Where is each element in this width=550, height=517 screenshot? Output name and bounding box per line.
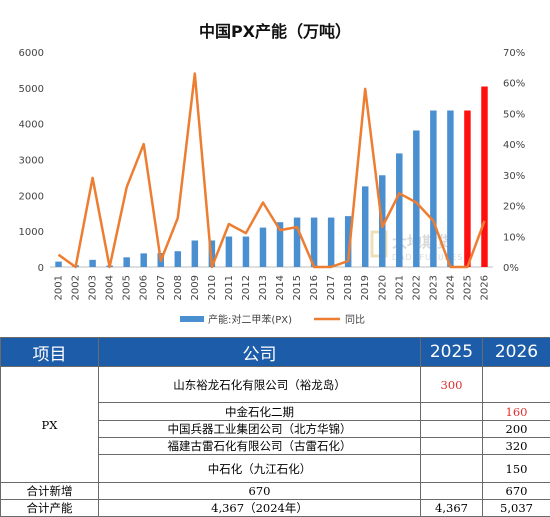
bar	[243, 237, 249, 267]
px-label: PX	[1, 367, 99, 483]
chart-title: 中国PX产能（万吨）	[0, 18, 550, 42]
y-tick-left: 0	[38, 263, 44, 274]
bar	[362, 186, 368, 267]
new-total-2026: 670	[483, 483, 550, 500]
header-company: 公司	[99, 338, 421, 367]
header-2026: 2026	[483, 338, 550, 367]
y-tick-left: 2000	[19, 191, 44, 202]
y-tick-right: 10%	[503, 232, 525, 243]
bar	[192, 240, 198, 267]
y-tick-right: 60%	[503, 79, 525, 90]
y-tick-right: 70%	[503, 48, 525, 59]
y-tick-left: 6000	[19, 48, 44, 59]
x-tick: 2017	[326, 275, 337, 300]
x-tick: 2025	[462, 275, 473, 300]
company-cell: 山东裕龙石化有限公司（裕龙岛）	[99, 367, 421, 403]
x-tick: 2004	[105, 275, 116, 300]
total-capacity-row: 合计产能 4,367（2024年） 4,367 5,037	[1, 500, 550, 517]
bar	[123, 257, 129, 267]
x-tick: 2007	[156, 275, 167, 300]
total-capacity-2025: 4,367	[421, 500, 483, 517]
value-2025-cell	[421, 455, 483, 483]
value-2026-cell	[483, 367, 550, 403]
capacity-table: 项目 公司 2025 2026 PX 山东裕龙石化有限公司（裕龙岛） 300 中…	[0, 337, 550, 517]
x-tick: 2005	[122, 275, 133, 300]
x-tick: 2013	[258, 275, 269, 300]
new-total-label: 合计新增	[1, 483, 99, 500]
chart-svg: 0 1000 2000 3000 4000 5000 6000 0% 10% 20% 30% 40% 5…	[0, 0, 550, 332]
x-tick: 2015	[292, 275, 303, 300]
legend-swatch-bar	[180, 316, 204, 322]
x-tick: 2019	[360, 275, 371, 300]
y-tick-left: 5000	[19, 84, 44, 95]
y-tick-right: 40%	[503, 140, 525, 151]
x-tick: 2010	[207, 275, 218, 300]
value-2026-cell: 320	[483, 438, 550, 455]
new-total-2025	[421, 483, 483, 500]
y-tick-right: 30%	[503, 171, 525, 182]
bar	[464, 111, 470, 267]
total-capacity-2026: 5,037	[483, 500, 550, 517]
x-tick: 2023	[428, 275, 439, 300]
x-tick: 2006	[139, 275, 150, 300]
value-2025-cell: 300	[421, 367, 483, 403]
x-tick: 2002	[71, 275, 82, 300]
y-tick-right: 0%	[503, 263, 519, 274]
new-total-row: 合计新增 670 670	[1, 483, 550, 500]
header-item: 项目	[1, 338, 99, 367]
bar	[294, 218, 300, 267]
total-capacity-company: 4,367（2024年）	[99, 500, 421, 517]
bar	[430, 111, 436, 267]
chart-area: 中国PX产能（万吨） 0 1000 2000 3000 4000 5000 6000 0% 10…	[0, 0, 550, 332]
x-tick: 2018	[343, 275, 354, 300]
bar	[328, 218, 334, 267]
x-tick: 2011	[224, 275, 235, 300]
x-tick: 2001	[54, 275, 65, 300]
y-tick-left: 1000	[19, 227, 44, 238]
x-tick: 2014	[275, 275, 286, 300]
x-tick: 2024	[445, 275, 456, 300]
value-2025-cell	[421, 403, 483, 421]
legend-label-bar: 产能:对二甲苯(PX)	[208, 313, 292, 326]
x-tick: 2020	[377, 275, 388, 300]
new-total-company: 670	[99, 483, 421, 500]
table-header-row: 项目 公司 2025 2026	[1, 338, 550, 367]
company-cell: 中石化（九江石化）	[99, 455, 421, 483]
header-2025: 2025	[421, 338, 483, 367]
x-tick: 2022	[411, 275, 422, 300]
value-2026-cell: 160	[483, 403, 550, 421]
bar	[396, 153, 402, 267]
bar	[447, 111, 453, 267]
bar	[89, 260, 95, 267]
bar	[226, 237, 232, 267]
y-tick-right: 50%	[503, 109, 525, 120]
value-2026-cell: 200	[483, 421, 550, 438]
company-cell: 福建古雷石化有限公司（古雷石化）	[99, 438, 421, 455]
y-tick-right: 20%	[503, 202, 525, 213]
table-row: PX 山东裕龙石化有限公司（裕龙岛） 300	[1, 367, 550, 403]
bar	[55, 262, 61, 267]
value-2026-cell: 150	[483, 455, 550, 483]
x-tick: 2009	[190, 275, 201, 300]
x-tick: 2003	[88, 275, 99, 300]
x-tick: 2016	[309, 275, 320, 300]
x-tick: 2008	[173, 275, 184, 300]
company-cell: 中金石化二期	[99, 403, 421, 421]
total-capacity-label: 合计产能	[1, 500, 99, 517]
x-tick: 2021	[394, 275, 405, 300]
bar	[175, 251, 181, 267]
x-tick: 2012	[241, 275, 252, 300]
bar	[260, 228, 266, 267]
y-tick-left: 4000	[19, 120, 44, 131]
bar	[140, 253, 146, 267]
value-2025-cell	[421, 421, 483, 438]
company-cell: 中国兵器工业集团公司（北方华锦）	[99, 421, 421, 438]
legend-label-line: 同比	[345, 314, 365, 326]
y-tick-left: 3000	[19, 156, 44, 167]
x-tick: 2026	[479, 275, 490, 300]
value-2025-cell	[421, 438, 483, 455]
bar	[413, 130, 419, 267]
bar	[481, 87, 487, 267]
